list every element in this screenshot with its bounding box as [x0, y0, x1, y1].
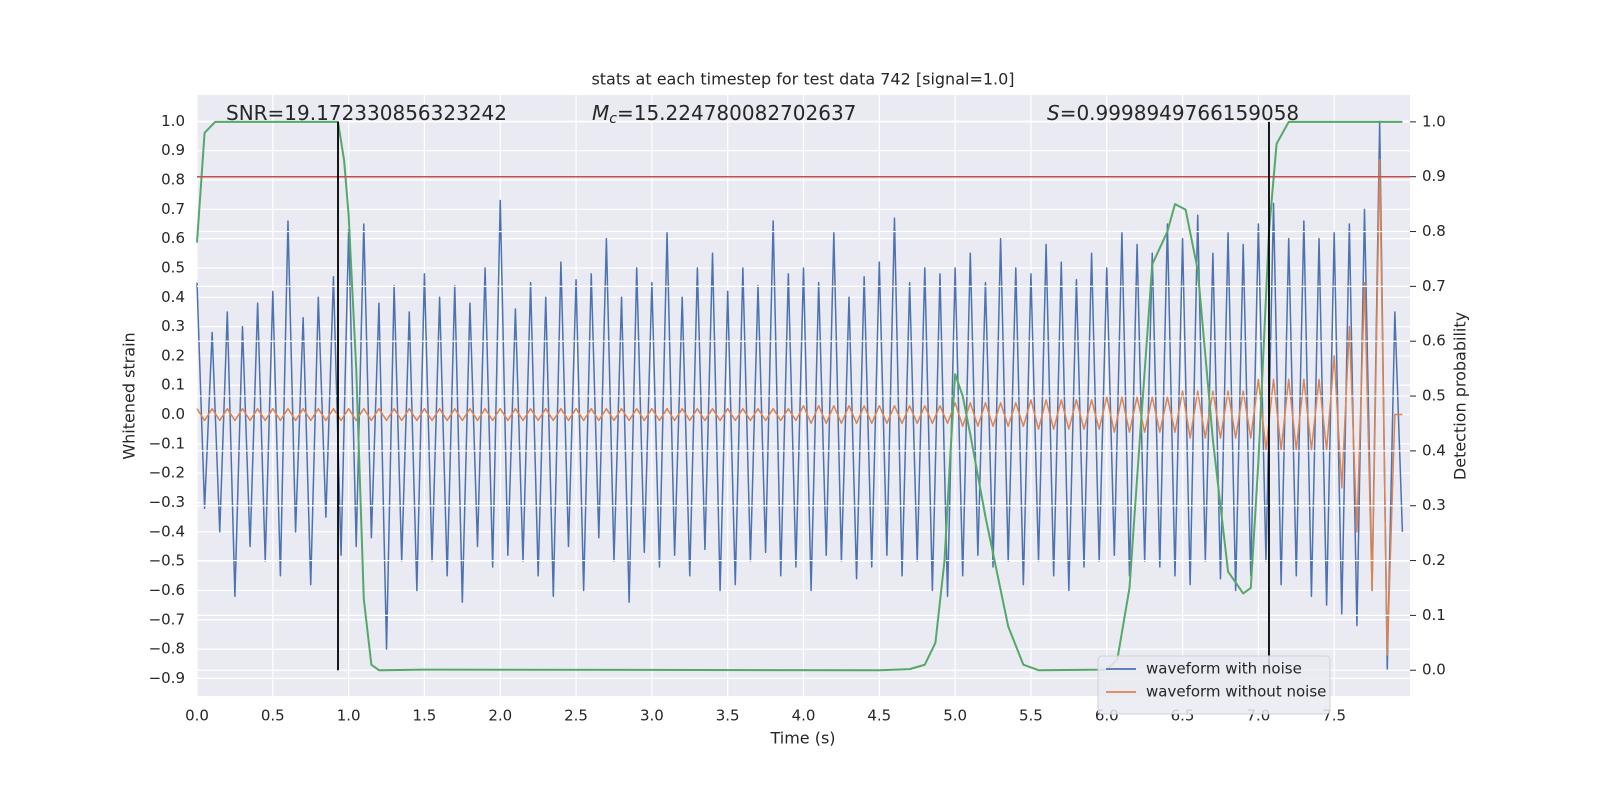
y-tick-label: 0.4: [161, 288, 185, 306]
y-tick-label: 0.8: [161, 171, 185, 189]
y2-axis-label: Detection probability: [1451, 312, 1470, 480]
x-tick-label: 2.5: [564, 707, 588, 725]
y-tick-label: −0.9: [149, 669, 185, 687]
y2-tick-label: 0.8: [1422, 222, 1446, 240]
x-tick-label: 5.5: [1019, 707, 1043, 725]
x-tick-label: 4.5: [867, 707, 891, 725]
x-tick-label: 1.5: [413, 707, 437, 725]
annotation-text: =15.224780082702637: [617, 101, 856, 125]
y-tick-label: 0.7: [161, 200, 185, 218]
legend-box: [1097, 655, 1331, 715]
annotation-symbol: S: [1047, 101, 1060, 125]
x-axis-label: Time (s): [769, 729, 835, 748]
y2-tick-label: 0.3: [1422, 496, 1446, 514]
y-tick-label: 0.3: [161, 317, 185, 335]
annotation-text: SNR=19.172330856323242: [226, 101, 507, 125]
annotation: Mc=15.224780082702637: [592, 101, 856, 128]
data: [196, 120, 1404, 671]
y-tick-label: 0.2: [161, 346, 185, 364]
chart-title: stats at each timestep for test data 742…: [591, 70, 1014, 89]
y-tick-label: 1.0: [161, 112, 185, 130]
x-tick-label: 1.0: [337, 707, 361, 725]
series-line: [196, 120, 1404, 671]
annotation: SNR=19.172330856323242: [226, 101, 507, 125]
annotation: S=0.9998949766159058: [1047, 101, 1299, 125]
series-line: [196, 158, 1403, 656]
overlay: [196, 120, 1410, 672]
y-tick-label: −0.4: [149, 522, 185, 540]
y-tick-label: −0.5: [149, 552, 185, 570]
annotation-symbol: M: [592, 101, 609, 125]
y2-tick-label: 0.0: [1422, 661, 1446, 679]
x-tick-label: 0.0: [185, 707, 209, 725]
annotation-subscript: c: [609, 111, 617, 127]
y-tick-label: 0.6: [161, 229, 185, 247]
x-tick-label: 3.5: [716, 707, 740, 725]
y-tick-label: −0.6: [149, 581, 185, 599]
y-tick-label: −0.3: [149, 493, 185, 511]
y2-tick-label: 0.1: [1422, 606, 1446, 624]
y-tick-label: −0.7: [149, 610, 185, 628]
legend-label: waveform without noise: [1146, 683, 1326, 701]
x-tick-label: 5.0: [943, 707, 967, 725]
annotation-text: =0.9998949766159058: [1060, 101, 1299, 125]
y-tick-label: 0.5: [161, 258, 185, 276]
y2-tick-label: 0.5: [1422, 387, 1446, 405]
y-tick-label: 0.0: [161, 405, 185, 423]
y2-tick-label: 1.0: [1422, 112, 1446, 130]
y2-tick-label: 0.2: [1422, 551, 1446, 569]
y-tick-label: −0.1: [149, 434, 185, 452]
y2-tick-label: 0.9: [1422, 167, 1446, 185]
y-tick-label: 0.1: [161, 376, 185, 394]
x-tick-label: 4.0: [792, 707, 816, 725]
x-tick-label: 2.0: [488, 707, 512, 725]
y-tick-label: 0.9: [161, 141, 185, 159]
y2-tick-label: 0.4: [1422, 441, 1446, 459]
y-axis-label: Whitened strain: [120, 332, 139, 459]
x-tick-label: 0.5: [261, 707, 285, 725]
legend-label: waveform with noise: [1146, 660, 1302, 678]
y-tick-label: −0.2: [149, 464, 185, 482]
y2-tick-label: 0.7: [1422, 277, 1446, 295]
y2-tick-label: 0.6: [1422, 332, 1446, 350]
series-line: [196, 120, 1403, 672]
y-tick-label: −0.8: [149, 640, 185, 658]
x-tick-label: 3.0: [640, 707, 664, 725]
